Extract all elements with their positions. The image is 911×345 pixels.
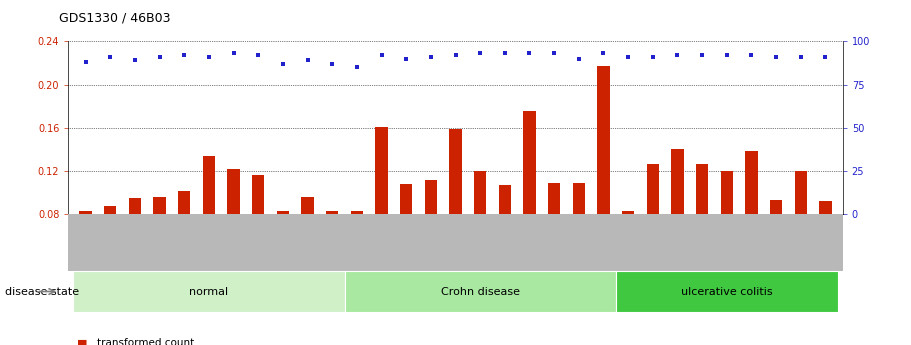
Bar xyxy=(449,129,462,300)
Bar xyxy=(400,184,413,300)
Point xyxy=(350,65,364,70)
Bar xyxy=(819,201,832,300)
Bar xyxy=(721,171,733,300)
Point xyxy=(571,56,586,61)
Text: transformed count: transformed count xyxy=(97,338,195,345)
Point xyxy=(301,58,315,63)
Bar xyxy=(523,111,536,300)
Bar xyxy=(498,185,511,300)
Point xyxy=(646,54,660,60)
Text: Crohn disease: Crohn disease xyxy=(441,287,519,296)
Bar xyxy=(153,197,166,300)
Bar xyxy=(252,175,264,300)
Point xyxy=(670,52,685,58)
Bar xyxy=(425,180,437,300)
Bar xyxy=(79,211,92,300)
Point xyxy=(793,54,808,60)
Bar xyxy=(573,183,585,300)
Text: normal: normal xyxy=(189,287,229,296)
Bar xyxy=(622,211,634,300)
Point xyxy=(276,61,291,67)
Bar xyxy=(474,171,486,300)
Point xyxy=(596,51,610,56)
Text: disease state: disease state xyxy=(5,287,78,296)
Point xyxy=(374,52,389,58)
Point xyxy=(177,52,191,58)
Bar xyxy=(548,183,560,300)
Bar xyxy=(178,191,190,300)
Bar xyxy=(128,198,141,300)
Bar xyxy=(671,149,683,300)
Point xyxy=(201,54,216,60)
Point xyxy=(818,54,833,60)
Bar xyxy=(203,156,215,300)
Point xyxy=(448,52,463,58)
Point xyxy=(497,51,512,56)
Text: ■: ■ xyxy=(77,338,88,345)
Point xyxy=(744,52,759,58)
Point xyxy=(128,58,142,63)
Point xyxy=(620,54,635,60)
Text: GDS1330 / 46B03: GDS1330 / 46B03 xyxy=(59,11,170,24)
Bar xyxy=(326,211,338,300)
Point xyxy=(251,52,265,58)
Bar xyxy=(598,66,609,300)
Bar xyxy=(647,164,659,300)
Bar xyxy=(277,211,289,300)
Bar xyxy=(228,169,240,300)
Point xyxy=(399,56,414,61)
Bar xyxy=(696,164,708,300)
Bar xyxy=(375,127,388,300)
Bar xyxy=(770,200,783,300)
Point xyxy=(769,54,783,60)
Point xyxy=(695,52,710,58)
Point xyxy=(473,51,487,56)
Point xyxy=(424,54,438,60)
Bar xyxy=(794,171,807,300)
Point xyxy=(103,54,118,60)
Point xyxy=(547,51,561,56)
Point xyxy=(226,51,241,56)
Point xyxy=(152,54,167,60)
Point xyxy=(522,51,537,56)
Bar xyxy=(104,206,117,300)
Bar xyxy=(745,151,758,300)
Text: ulcerative colitis: ulcerative colitis xyxy=(681,287,773,296)
Point xyxy=(78,59,93,65)
Point xyxy=(720,52,734,58)
Bar xyxy=(351,211,363,300)
Point xyxy=(325,61,340,67)
Bar xyxy=(302,197,313,300)
